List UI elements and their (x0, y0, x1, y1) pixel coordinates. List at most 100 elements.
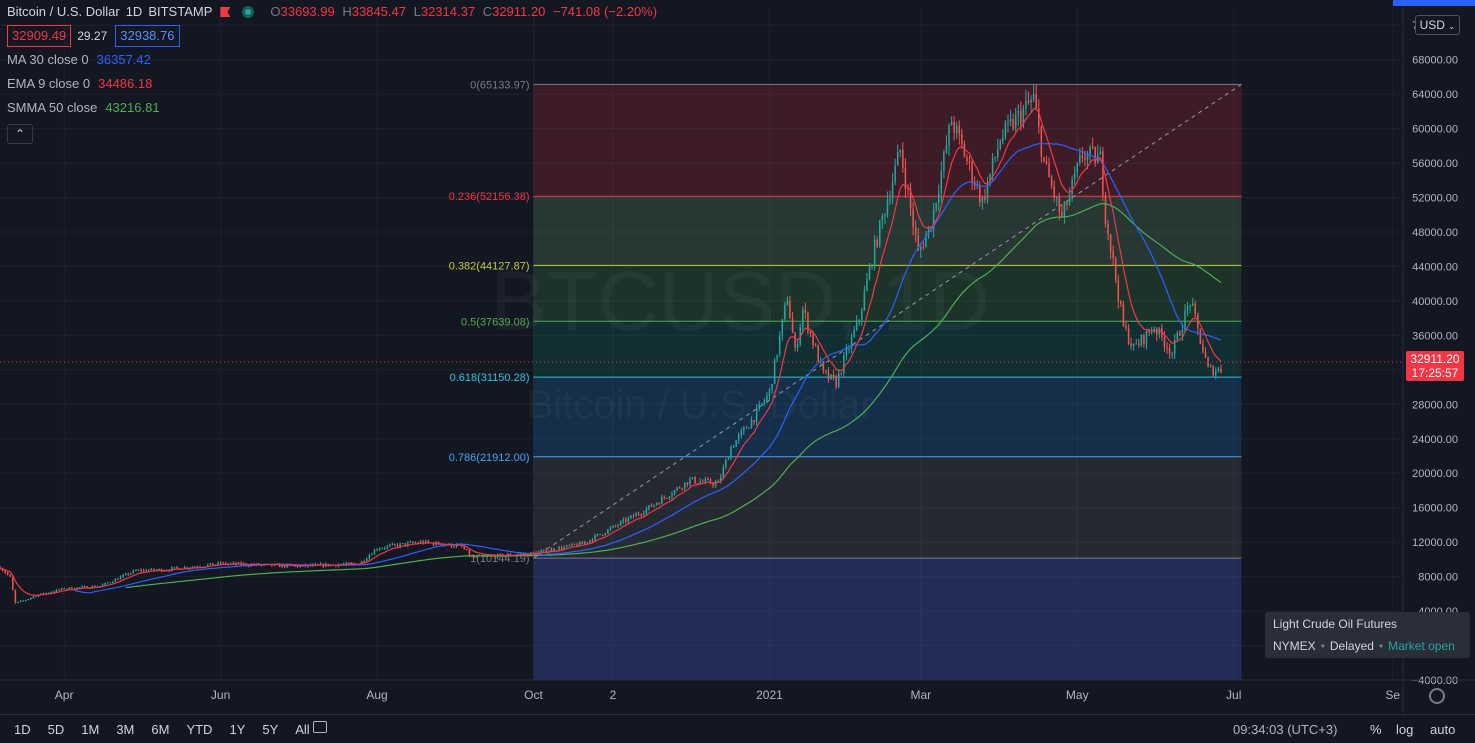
indicator-ma[interactable]: MA 30 close 0 36357.42 (7, 48, 661, 72)
candle-body (147, 570, 150, 572)
candle-body (553, 549, 555, 551)
candle-body (663, 497, 666, 499)
last-price-tag: 32911.20 17:25:57 (1406, 351, 1464, 381)
indicator-smma[interactable]: SMMA 50 close 43216.81 (7, 96, 661, 120)
fib-zone (533, 456, 1242, 559)
candle-body (50, 592, 53, 594)
candle-body (712, 483, 714, 486)
candle-body (594, 535, 596, 541)
gear-icon[interactable] (1429, 688, 1445, 704)
open-label: O (270, 4, 281, 19)
candle-body (899, 149, 902, 152)
tooltip-details: NYMEX • Delayed • Market open (1273, 639, 1455, 653)
candle-body (737, 434, 740, 441)
moving-average-lines (0, 108, 1403, 597)
candle-body (850, 336, 853, 349)
candle-body (576, 544, 578, 547)
candle-body (858, 319, 861, 321)
candle-body (1120, 301, 1122, 304)
candle-body (1094, 147, 1096, 164)
indicator-name: MA 30 close 0 (7, 52, 89, 67)
candle-body (684, 482, 686, 489)
bar-countdown: 17:25:57 (1411, 366, 1459, 380)
currency-button[interactable]: USD ⌄ (1414, 15, 1460, 35)
range-3m[interactable]: 3M (116, 721, 135, 737)
candle-body (1130, 343, 1132, 347)
date-range-icon[interactable] (313, 721, 327, 733)
candle-body (1045, 161, 1048, 164)
buy-button[interactable]: 32938.76 (115, 25, 180, 47)
candle-body (599, 534, 601, 536)
candle-body (1145, 330, 1148, 344)
range-5d[interactable]: 5D (47, 721, 65, 737)
candle-body (966, 157, 968, 162)
candle-body (1022, 108, 1025, 124)
range-ytd[interactable]: YTD (186, 721, 213, 737)
candle-body (45, 592, 47, 594)
range-1d[interactable]: 1D (14, 721, 31, 737)
candle-body (958, 125, 961, 135)
candle-body (1025, 100, 1027, 109)
candle-body (755, 408, 758, 422)
candle-body (702, 481, 704, 483)
percent-toggle[interactable]: % (1370, 721, 1382, 737)
candle-body (560, 547, 563, 550)
indicator-ema[interactable]: EMA 9 close 0 34486.18 (7, 72, 661, 96)
candle-body (373, 549, 376, 555)
candle-body (1107, 223, 1109, 235)
time-tick-label: 2 (610, 688, 617, 702)
collapse-legend-button[interactable]: ⌃ (7, 124, 33, 144)
log-toggle[interactable]: log (1396, 721, 1414, 737)
symbol-tooltip[interactable]: Light Crude Oil Futures NYMEX • Delayed • Ma… (1265, 612, 1470, 658)
candle-body (963, 143, 966, 158)
candle-body (366, 558, 368, 562)
price-tick-label: 28000.00 (1412, 399, 1458, 411)
candle-body (845, 349, 848, 357)
exchange-label: BITSTAMP (148, 4, 213, 19)
range-1m[interactable]: 1M (81, 721, 100, 737)
clock-timezone[interactable]: 09:34:03 (UTC+3) (1233, 721, 1338, 737)
auto-toggle[interactable]: auto (1430, 721, 1456, 737)
market-status-icon[interactable] (242, 6, 255, 18)
candle-body (422, 541, 424, 544)
range-6m[interactable]: 6M (151, 721, 170, 737)
range-5y[interactable]: 5Y (262, 721, 279, 737)
candle-body (640, 514, 642, 516)
candle-body (191, 566, 194, 568)
symbol-title[interactable]: Bitcoin / U.S. Dollar (7, 4, 120, 19)
candle-body (658, 503, 660, 505)
candle-body (1091, 146, 1094, 148)
range-all[interactable]: All (295, 721, 310, 737)
candle-body (832, 374, 835, 378)
candle-body (673, 490, 676, 495)
candle-body (0, 567, 1, 569)
sell-button[interactable]: 32909.49 (7, 25, 72, 47)
candle-body (135, 570, 137, 572)
price-tick-label: 16000.00 (1412, 503, 1458, 515)
candle-body (794, 333, 796, 348)
candle-body (1135, 343, 1138, 345)
candle-body (932, 209, 935, 231)
tooltip-market: Market open (1388, 639, 1455, 653)
candle-body (183, 567, 186, 570)
candle-body (766, 395, 768, 401)
candle-body (1032, 94, 1035, 100)
candle-body (868, 266, 871, 280)
candle-body (609, 527, 612, 530)
flag-icon[interactable] (220, 7, 231, 17)
candle-body (1132, 343, 1135, 347)
indicator-name: EMA 9 close 0 (7, 76, 91, 91)
spread-value: 29.27 (77, 29, 108, 43)
candle-body (814, 345, 817, 347)
candle-body (1163, 337, 1166, 347)
candle-body (678, 487, 681, 489)
candle-body (425, 540, 427, 544)
candle-body (9, 574, 12, 577)
candle-body (278, 564, 281, 567)
range-1y[interactable]: 1Y (229, 721, 246, 737)
candle-body (114, 578, 117, 582)
fib-level-label: 0.5(37639.08) (461, 316, 530, 328)
candle-body (614, 525, 617, 527)
candle-body (378, 548, 381, 550)
